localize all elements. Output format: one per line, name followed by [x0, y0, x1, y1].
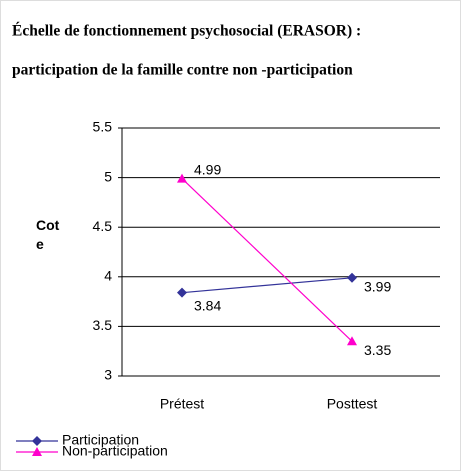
y-tick-label: 4.5 [93, 218, 113, 234]
legend-label: Participation [62, 432, 139, 448]
data-label: 3.35 [364, 342, 391, 358]
point [347, 336, 357, 346]
chart-title-line: Échelle de fonctionnement psychosocial (… [12, 23, 361, 40]
chart-title-line: participation de la famille contre non -… [12, 62, 353, 79]
legend-marker [32, 447, 42, 456]
data-label: 3.84 [194, 297, 221, 313]
legend-marker [32, 436, 42, 446]
y-tick-label: 4 [104, 268, 112, 284]
y-tick-label: 3.5 [93, 317, 113, 333]
x-tick-label: Posttest [327, 396, 378, 412]
series-line [181, 178, 353, 342]
y-tick-label: 5.5 [93, 119, 113, 135]
legend-label: Non-participation [62, 443, 168, 459]
data-label: 3.99 [364, 278, 391, 294]
series-line [181, 277, 353, 294]
point [177, 173, 187, 183]
y-axis-label-box: Cote [36, 217, 60, 252]
y-tick-label: 3 [104, 367, 112, 383]
data-label: 4.99 [194, 161, 221, 177]
x-tick-label: Prétest [160, 396, 204, 412]
y-axis-label: Cote [36, 217, 60, 252]
point [347, 272, 357, 283]
y-tick-label: 5 [104, 168, 112, 184]
point [177, 287, 187, 298]
